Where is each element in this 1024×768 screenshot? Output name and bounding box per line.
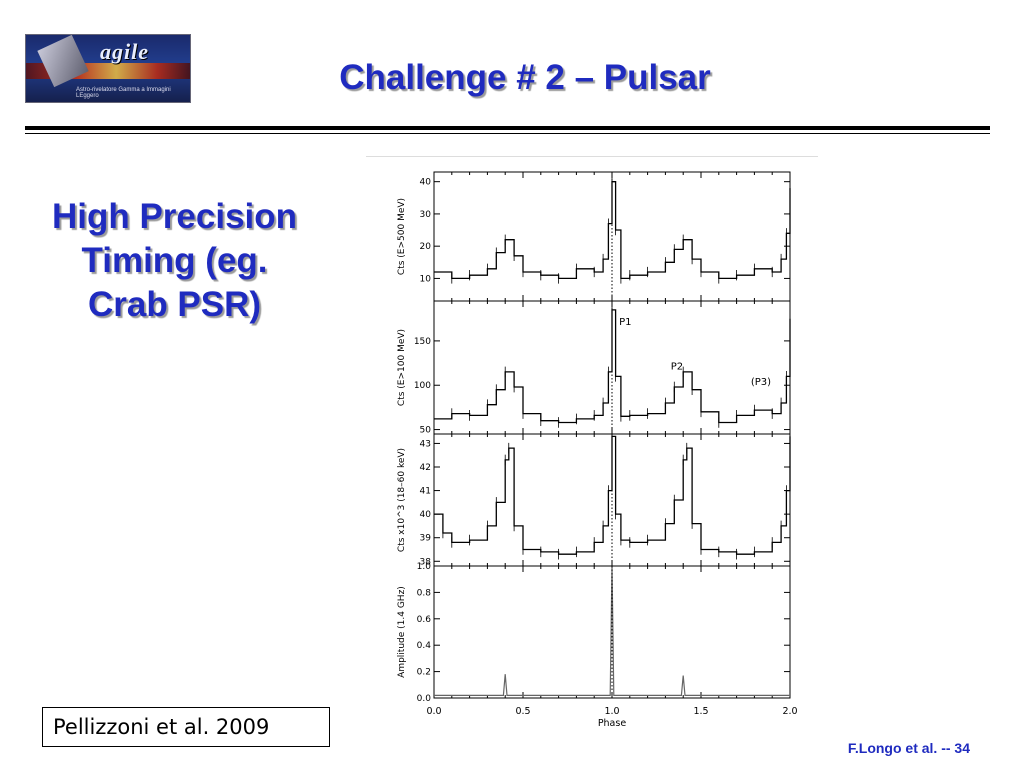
y-tick-label: 150 (414, 337, 431, 347)
y-tick-label: 100 (414, 381, 431, 391)
peak-annotation: P2 (671, 361, 683, 372)
y-axis-label: Cts x10^3 (18–60 keV) (397, 448, 407, 552)
peak-annotation: (P3) (751, 377, 771, 388)
y-tick-label: 0.0 (417, 694, 432, 704)
x-tick-label: 0.0 (426, 706, 441, 717)
y-tick-label: 20 (420, 242, 432, 252)
y-tick-label: 50 (420, 426, 432, 436)
headline-line-3: Crab PSR) (87, 285, 262, 324)
y-tick-label: 41 (420, 487, 431, 497)
headline: High Precision Timing (eg. Crab PSR) (22, 195, 327, 327)
logo-wordmark: agile (100, 39, 149, 64)
x-tick-label: 2.0 (782, 706, 797, 717)
y-tick-label: 0.2 (417, 668, 431, 678)
y-tick-label: 1.0 (417, 562, 432, 572)
x-tick-label: 1.0 (604, 706, 619, 717)
y-tick-label: 39 (420, 534, 432, 544)
x-axis-label: Phase (598, 718, 627, 729)
y-tick-label: 40 (420, 178, 432, 188)
y-axis-label: Cts (E>500 MeV) (397, 198, 407, 275)
x-tick-label: 0.5 (515, 706, 530, 717)
citation-box: Pellizzoni et al. 2009 (42, 707, 330, 747)
y-tick-label: 0.6 (417, 615, 432, 625)
headline-line-2: Timing (eg. (81, 241, 268, 280)
y-axis-label: Cts (E>100 MeV) (397, 329, 407, 406)
headline-line-1: High Precision (51, 197, 298, 236)
y-tick-label: 30 (420, 210, 432, 220)
y-tick-label: 42 (420, 463, 431, 473)
y-tick-label: 43 (420, 439, 431, 449)
satellite-icon (37, 35, 89, 88)
figure-top-border (366, 156, 818, 157)
pulsar-light-curves-figure: 10 20 30 40 Cts (E>500 MeV) 50 100 150 Cts (E>10… (397, 171, 798, 729)
agile-logo: agile Astro-rivelatore Gamma a Immagini … (25, 34, 191, 103)
peak-annotation: P1 (619, 317, 631, 328)
title-divider-thin (25, 133, 990, 134)
x-tick-label: 1.5 (693, 706, 708, 717)
y-tick-label: 38 (420, 557, 432, 567)
y-tick-label: 10 (420, 274, 432, 284)
footer-credit: F.Longo et al. -- 34 (847, 740, 970, 756)
logo-subtitle: Astro-rivelatore Gamma a Immagini LEgger… (76, 87, 171, 99)
title-divider-thick (25, 126, 990, 130)
slide-title: Challenge # 2 – Pulsar (339, 58, 711, 97)
y-axis-label: Amplitude (1.4 GHz) (397, 586, 407, 678)
y-tick-label: 0.4 (417, 641, 432, 651)
y-tick-label: 40 (420, 510, 432, 520)
y-tick-label: 0.8 (417, 588, 432, 598)
